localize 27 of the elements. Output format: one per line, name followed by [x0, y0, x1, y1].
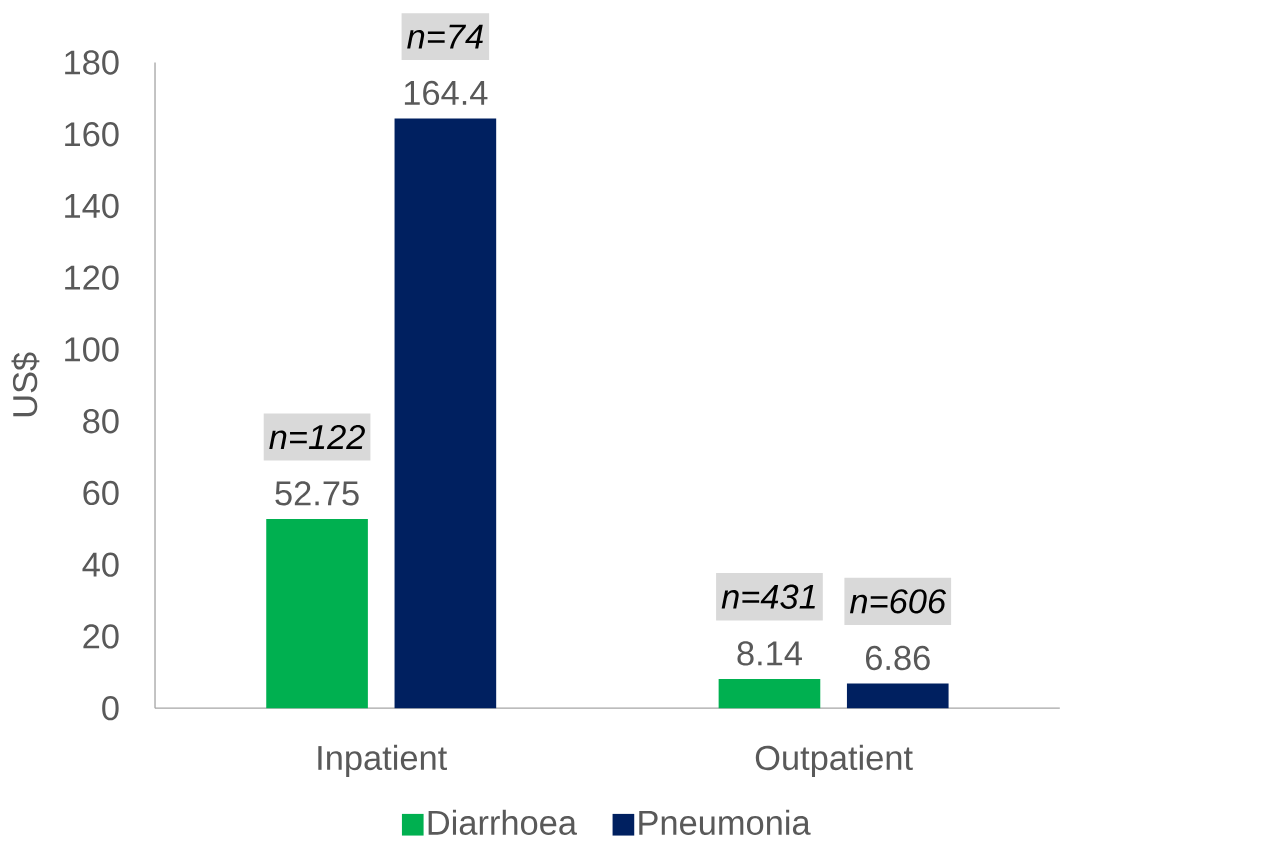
text: n=74 — [407, 24, 483, 49]
annotation: n=606 — [849, 589, 947, 614]
data-label: 8.14 — [737, 641, 802, 666]
y-tick-label: 140 — [65, 193, 119, 219]
bar — [394, 118, 497, 709]
data-label: 6.86 — [865, 645, 930, 671]
y-tick-label: 180 — [65, 50, 119, 75]
legend-label: Diarrhoea — [428, 809, 577, 836]
y-tick-label: 0 — [102, 696, 119, 721]
y-axis-title: US$ — [11, 352, 40, 417]
y-tick-label: 60 — [83, 480, 119, 506]
bar — [266, 519, 368, 709]
y-tick-label: 160 — [65, 122, 119, 147]
y-tick-label: 120 — [65, 265, 119, 291]
annotation: n=431 — [721, 584, 815, 610]
data-label: 52.75 — [275, 481, 359, 506]
y-tick-label: 80 — [83, 409, 119, 434]
y-tick-label: 100 — [65, 337, 119, 362]
bar — [718, 679, 821, 709]
annotation: n=122 — [269, 425, 365, 450]
x-tick-label: Inpatient — [318, 745, 447, 778]
y-tick-label: 20 — [83, 624, 119, 649]
x-tick-label: Outpatient — [755, 745, 913, 778]
bar — [846, 683, 949, 709]
data-label: 164.4 — [404, 80, 488, 106]
y-tick-label: 40 — [82, 552, 119, 578]
legend-label: Pneumonia — [639, 809, 811, 836]
